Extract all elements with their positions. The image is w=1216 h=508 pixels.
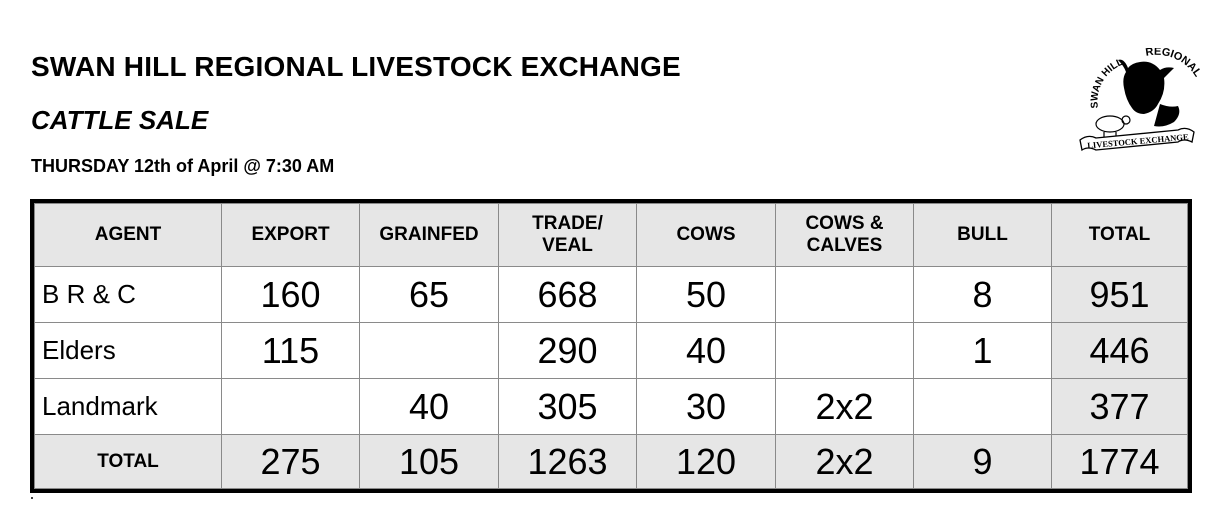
export-cell [221, 378, 360, 435]
total-cell: 446 [1051, 322, 1188, 379]
table-row: B R & C 160 65 668 50 8 951 [34, 266, 1188, 323]
total-cell: 377 [1051, 378, 1188, 435]
export-cell: 160 [221, 266, 360, 323]
header-trade-veal: TRADE/ VEAL [498, 203, 637, 267]
agent-cell: B R & C [34, 266, 222, 323]
logo-text-left: SWAN HILL [1089, 57, 1125, 109]
export-cell: 115 [221, 322, 360, 379]
header-cows-calves: COWS & CALVES [775, 203, 914, 267]
grainfed-total: 105 [359, 434, 499, 489]
cows-cell: 30 [636, 378, 776, 435]
table-row: Landmark 40 305 30 2x2 377 [34, 378, 1188, 435]
bull-cell [913, 378, 1052, 435]
trade-veal-cell: 305 [498, 378, 637, 435]
cows-cell: 40 [636, 322, 776, 379]
grainfed-cell: 40 [359, 378, 499, 435]
agent-cell: Elders [34, 322, 222, 379]
sale-subtitle: CATTLE SALE [31, 105, 209, 135]
stray-mark [31, 497, 33, 499]
export-total: 275 [221, 434, 360, 489]
cow-head-icon: SWAN HILL REGIONAL LIVESTOCK EXCHANGE [1079, 46, 1204, 152]
cattle-sale-table: AGENT EXPORT GRAINFED TRADE/ VEAL COWS C… [30, 199, 1192, 493]
cows-calves-total: 2x2 [775, 434, 914, 489]
header-cows: COWS [636, 203, 776, 267]
bull-cell: 1 [913, 322, 1052, 379]
table-total-row: TOTAL 275 105 1263 120 2x2 9 1774 [34, 434, 1188, 489]
trade-veal-cell: 290 [498, 322, 637, 379]
total-cell: 951 [1051, 266, 1188, 323]
cows-calves-cell: 2x2 [775, 378, 914, 435]
svg-text:SWAN HILL: SWAN HILL [1089, 57, 1125, 109]
header-bull: BULL [913, 203, 1052, 267]
sale-date: THURSDAY 12th of April @ 7:30 AM [31, 156, 335, 176]
cows-calves-cell [775, 322, 914, 379]
total-label: TOTAL [34, 434, 222, 489]
trade-veal-total: 1263 [498, 434, 637, 489]
header-grainfed: GRAINFED [359, 203, 499, 267]
trade-veal-cell: 668 [498, 266, 637, 323]
page-title: SWAN HILL REGIONAL LIVESTOCK EXCHANGE [31, 51, 681, 82]
exchange-logo: SWAN HILL REGIONAL LIVESTOCK EXCHANGE [1074, 46, 1204, 160]
cows-total: 120 [636, 434, 776, 489]
grand-total: 1774 [1051, 434, 1188, 489]
header-export: EXPORT [221, 203, 360, 267]
grainfed-cell: 65 [359, 266, 499, 323]
cows-calves-cell [775, 266, 914, 323]
grainfed-cell [359, 322, 499, 379]
bull-total: 9 [913, 434, 1052, 489]
bull-cell: 8 [913, 266, 1052, 323]
header-agent: AGENT [34, 203, 222, 267]
cows-cell: 50 [636, 266, 776, 323]
table-row: Elders 115 290 40 1 446 [34, 322, 1188, 379]
agent-cell: Landmark [34, 378, 222, 435]
table-header-row: AGENT EXPORT GRAINFED TRADE/ VEAL COWS C… [34, 203, 1188, 267]
header-total: TOTAL [1051, 203, 1188, 267]
